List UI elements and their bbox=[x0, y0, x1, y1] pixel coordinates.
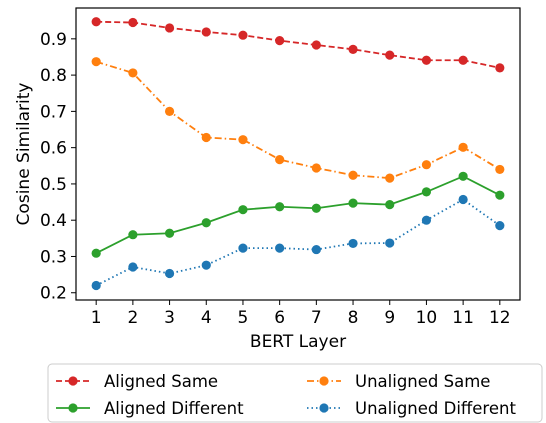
data-point-unaligned-different bbox=[91, 280, 101, 291]
data-point-aligned-different bbox=[238, 205, 248, 215]
x-tick-label: 6 bbox=[274, 308, 285, 328]
data-point-aligned-different bbox=[348, 198, 358, 208]
x-tick-label: 4 bbox=[201, 308, 212, 328]
plot-frame bbox=[75, 7, 521, 301]
y-tick-label: 0.9 bbox=[40, 30, 67, 50]
y-tick-label: 0.5 bbox=[40, 175, 67, 195]
legend-marker-aligned-different bbox=[68, 403, 78, 413]
legend-label-aligned-different: Aligned Different bbox=[104, 399, 244, 418]
data-point-unaligned-different bbox=[421, 215, 432, 225]
data-point-aligned-same bbox=[201, 27, 211, 37]
series-line-aligned-different bbox=[95, 175, 501, 255]
data-point-unaligned-same bbox=[385, 173, 395, 183]
legend-item-aligned-same: Aligned Same bbox=[56, 372, 218, 391]
y-tick-label: 0.3 bbox=[40, 247, 67, 267]
series-line-aligned-same bbox=[96, 20, 501, 69]
legend-item-aligned-different: Aligned Different bbox=[56, 399, 244, 418]
x-axis-title: BERT Layer bbox=[250, 332, 346, 352]
data-point-unaligned-different bbox=[201, 260, 211, 270]
data-point-unaligned-same bbox=[275, 155, 285, 165]
legend-marker-unaligned-same bbox=[319, 376, 329, 386]
data-point-unaligned-same bbox=[201, 132, 211, 143]
data-point-unaligned-different bbox=[458, 194, 468, 205]
data-point-aligned-different bbox=[275, 202, 285, 212]
data-point-unaligned-different bbox=[128, 262, 138, 272]
legend-label-unaligned-same: Unaligned Same bbox=[355, 372, 490, 391]
data-point-aligned-different bbox=[385, 200, 395, 210]
data-point-unaligned-different bbox=[311, 244, 321, 255]
data-point-unaligned-different bbox=[385, 238, 395, 248]
data-point-aligned-same bbox=[238, 30, 248, 40]
data-point-aligned-different bbox=[201, 218, 211, 228]
y-tick-label: 0.2 bbox=[40, 284, 67, 304]
data-point-unaligned-same bbox=[421, 160, 432, 170]
data-point-unaligned-same bbox=[128, 68, 138, 78]
data-point-aligned-different bbox=[311, 203, 321, 213]
data-point-aligned-same bbox=[128, 17, 138, 28]
series-unaligned-different bbox=[91, 194, 505, 291]
data-point-unaligned-same bbox=[495, 164, 505, 175]
y-tick-label: 0.7 bbox=[40, 102, 67, 122]
x-tick-label: 2 bbox=[127, 308, 138, 328]
y-tick-label: 0.8 bbox=[40, 66, 67, 86]
data-point-unaligned-same bbox=[311, 163, 321, 173]
series-aligned-same bbox=[91, 17, 505, 73]
data-point-unaligned-different bbox=[164, 268, 175, 279]
data-point-aligned-different bbox=[421, 187, 432, 197]
x-tick-label: 9 bbox=[384, 308, 395, 328]
plot-layer bbox=[91, 17, 505, 291]
x-tick-label: 3 bbox=[164, 308, 175, 328]
data-point-aligned-same bbox=[458, 55, 468, 65]
series-line-unaligned-same bbox=[95, 60, 501, 180]
legend-marker-aligned-same bbox=[68, 376, 78, 386]
data-point-unaligned-same bbox=[458, 142, 468, 152]
x-tick-label: 11 bbox=[452, 308, 474, 328]
x-tick-label: 1 bbox=[91, 308, 102, 328]
data-point-unaligned-different bbox=[238, 243, 248, 253]
data-point-unaligned-different bbox=[348, 238, 358, 249]
series-line-unaligned-different bbox=[95, 198, 501, 287]
x-tick-label: 10 bbox=[416, 308, 438, 328]
series-aligned-different bbox=[91, 171, 505, 258]
data-point-unaligned-different bbox=[495, 221, 505, 231]
legend-label-unaligned-different: Unaligned Different bbox=[355, 399, 516, 418]
legend-item-unaligned-different: Unaligned Different bbox=[307, 399, 516, 418]
legend-label-aligned-same: Aligned Same bbox=[104, 372, 218, 391]
y-axis: 0.2 0.3 0.4 0.5 0.6 0.7 0.8 0.9 bbox=[40, 30, 76, 304]
series-unaligned-same bbox=[91, 57, 505, 183]
legend-items: Aligned Same Aligned Different Unaligned S… bbox=[56, 372, 516, 418]
data-point-unaligned-same bbox=[348, 170, 358, 180]
data-point-aligned-different bbox=[91, 248, 101, 258]
data-point-aligned-same bbox=[275, 36, 285, 46]
legend-item-unaligned-same: Unaligned Same bbox=[307, 372, 490, 391]
x-axis: 1 2 3 4 5 6 7 8 9 10 11 12 bbox=[91, 300, 511, 328]
data-point-aligned-same bbox=[348, 44, 358, 54]
x-tick-label: 7 bbox=[311, 308, 322, 328]
x-tick-label: 12 bbox=[489, 308, 511, 328]
data-point-unaligned-same bbox=[91, 57, 101, 67]
data-point-unaligned-same bbox=[164, 106, 175, 116]
legend-frame bbox=[47, 363, 543, 423]
y-tick-label: 0.4 bbox=[40, 211, 67, 231]
data-point-aligned-same bbox=[164, 23, 175, 33]
data-point-unaligned-different bbox=[275, 243, 285, 253]
data-point-aligned-same bbox=[421, 55, 432, 65]
data-point-aligned-different bbox=[495, 190, 505, 200]
x-tick-label: 5 bbox=[238, 308, 249, 328]
data-point-aligned-same bbox=[495, 63, 505, 73]
data-point-aligned-same bbox=[91, 17, 101, 27]
legend: Aligned Same Aligned Different Unaligned S… bbox=[47, 363, 543, 423]
data-point-aligned-same bbox=[311, 40, 321, 50]
data-point-unaligned-same bbox=[238, 135, 248, 145]
x-tick-label: 8 bbox=[348, 308, 359, 328]
data-point-aligned-different bbox=[458, 171, 468, 181]
legend-marker-unaligned-different bbox=[319, 403, 329, 413]
data-point-aligned-different bbox=[128, 230, 138, 240]
data-point-aligned-same bbox=[385, 50, 395, 60]
data-point-aligned-different bbox=[164, 228, 175, 238]
y-axis-title: Cosine Similarity bbox=[14, 83, 34, 226]
y-tick-label: 0.6 bbox=[40, 139, 67, 159]
